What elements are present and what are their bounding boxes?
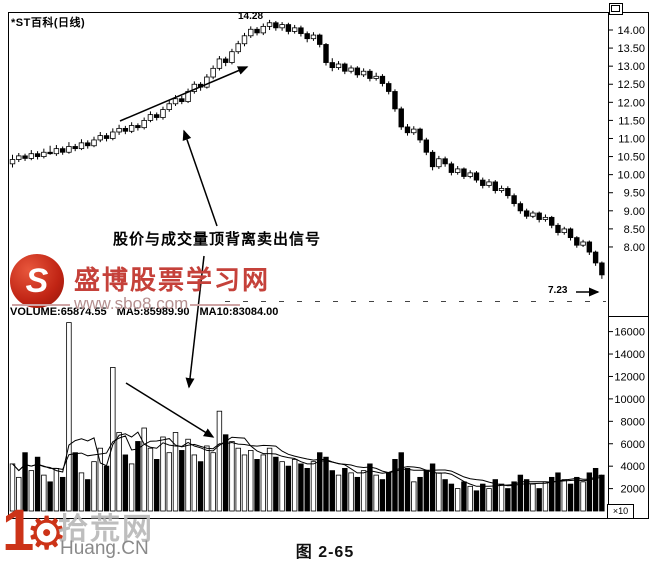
price-axis-label: 12.00	[617, 97, 645, 109]
price-axis-label: 13.00	[617, 61, 645, 73]
volume-axis-label: 16000	[614, 327, 645, 339]
price-axis-label: 9.50	[624, 188, 645, 200]
volume-axis-label: 12000	[614, 371, 645, 383]
volume-axis-label: 8000	[621, 416, 645, 428]
price-axis-label: 8.00	[624, 242, 645, 254]
candles-layer	[9, 19, 605, 279]
last-price-label: 7.23	[548, 285, 568, 296]
window-restore-icon[interactable]	[609, 3, 623, 15]
annotation-arrows	[119, 66, 600, 438]
price-axis-label: 10.00	[617, 170, 645, 182]
volume-ma10-value: MA10:83084.00	[199, 306, 279, 318]
price-axis-label: 14.00	[617, 25, 645, 37]
shihuang-number: 1	[2, 498, 35, 563]
figure-caption: 图 2-65	[295, 544, 355, 561]
volume-axis-label: 10000	[614, 394, 645, 406]
volume-value: VOLUME:65874.55	[10, 306, 107, 318]
volume-axis-label: 14000	[614, 349, 645, 361]
divergence-annotation: 股价与成交量顶背离卖出信号	[113, 231, 322, 248]
peak-price-label: 14.28	[238, 11, 264, 22]
sbo8-url: www.sbo8.com	[74, 294, 189, 313]
stock-title: *ST百科(日线)	[11, 17, 86, 29]
volume-axis-label: 2000	[621, 484, 645, 496]
shihuang-domain: Huang.CN	[60, 538, 149, 559]
sbo8-site-name: 盛博股票学习网	[74, 265, 271, 295]
price-axis-label: 8.50	[624, 224, 645, 236]
price-axis-label: 10.50	[617, 152, 645, 164]
volume-axis-label: 6000	[621, 439, 645, 451]
text-to-volume-arrow	[185, 255, 205, 389]
volume-axis-label: 4000	[621, 461, 645, 473]
volume-ma5-value: MA5:85989.90	[116, 306, 190, 318]
trend-up-arrow	[119, 66, 249, 122]
volume-bars-layer	[9, 322, 605, 512]
sbo8-logo-icon: S	[10, 254, 64, 308]
price-axis-label: 9.00	[624, 206, 645, 218]
shihuang-site-name: 拾荒网	[58, 513, 154, 546]
volume-unit-multiplier: ×10	[607, 504, 634, 519]
volume-ma-lines	[12, 431, 603, 487]
text-to-peak-arrow	[182, 129, 218, 227]
volume-decline-arrow	[125, 382, 215, 438]
price-axis-label: 11.00	[618, 133, 645, 145]
price-axis-label: 13.50	[617, 43, 645, 55]
chart-frame	[8, 12, 649, 519]
watermark-divider-line	[12, 304, 70, 306]
volume-indicator-header: VOLUME:65874.55 MA5:85989.90 MA10:83084.…	[10, 306, 285, 318]
price-axis-label: 12.50	[617, 79, 645, 91]
right-axis: 14.00 13.50 13.00 12.50 12.00 11.50 11.00 10.50…	[608, 25, 645, 496]
watermark-divider-line	[190, 304, 240, 306]
gear-icon: ⚙	[26, 507, 68, 559]
price-axis-label: 11.50	[618, 115, 645, 127]
